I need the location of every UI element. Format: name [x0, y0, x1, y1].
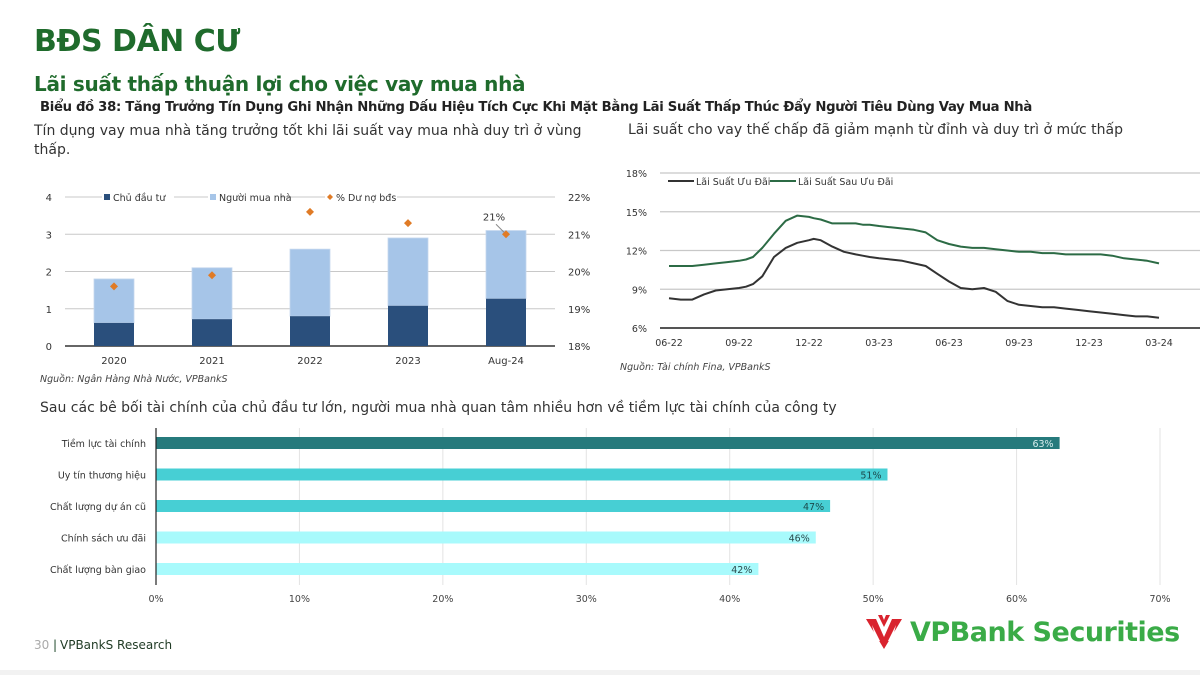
legend-swatch: [104, 194, 110, 200]
legend-label: Lãi Suất Ưu Đãi: [696, 177, 770, 188]
y-tick-label: 4: [46, 193, 52, 204]
point-du-no-bds: [306, 207, 314, 216]
y-tick-label: 12%: [626, 247, 647, 258]
x-tick-label: 06-23: [935, 338, 963, 349]
legend-bg: [208, 191, 280, 203]
legend-label: Người mua nhà: [219, 193, 292, 204]
bar: [156, 531, 816, 544]
footer-brand: VPBankS Research: [60, 638, 173, 652]
legend-swatch: [210, 194, 216, 200]
x-tick-label: 03-24: [1145, 338, 1173, 349]
x-tick-label: 03-23: [865, 338, 893, 349]
bar-nguoi-mua-nha: [387, 237, 429, 307]
y-tick-label: 15%: [626, 208, 647, 219]
right-chart-source: Nguồn: Tài chính Fina, VPBankS: [620, 362, 771, 373]
bar: [156, 500, 831, 512]
category-label: Chất lượng dự án cũ: [50, 502, 146, 513]
bar-chu-dau-tu: [388, 305, 428, 346]
y-right-tick-label: 21%: [568, 230, 590, 241]
legend-label: Lãi Suất Sau Ưu Đãi: [798, 177, 893, 188]
bottom-chart-description: Sau các bê bối tài chính của chủ đầu tư …: [40, 400, 837, 416]
x-tick-label: 2023: [395, 356, 420, 367]
point-du-no-bds: [208, 271, 216, 280]
category-label: Uy tín thương hiệu: [58, 471, 146, 482]
legend-swatch: [327, 194, 333, 200]
x-tick-label: Aug-24: [488, 356, 524, 367]
y-tick-label: 3: [46, 230, 52, 241]
y-right-tick-label: 20%: [568, 268, 590, 279]
section-title: BĐS DÂN CƯ: [34, 24, 240, 59]
data-label: 42%: [731, 565, 752, 576]
vpbank-securities-logo: VPBank Securities: [864, 615, 1180, 649]
legend-bg: [102, 191, 174, 203]
category-label: Chất lượng bàn giao: [50, 565, 146, 576]
x-tick-label: 09-22: [725, 338, 753, 349]
buyer-concerns-bar-chart: 0% 10% 20% 30% 40% 50% 60% 70% 63% Tiềm lực tài c…: [50, 428, 1171, 605]
annotation-label: 21%: [483, 212, 505, 223]
bar-nguoi-mua-nha: [289, 248, 331, 317]
x-tick-label: 0%: [148, 594, 163, 605]
x-tick-label: 50%: [863, 594, 884, 605]
bar-chu-dau-tu: [486, 298, 526, 346]
x-tick-label: 10%: [289, 594, 310, 605]
credit-growth-bar-chart: 0 1 2 3 4 18% 19% 20% 21% 22% 2020 2021 2022 2023 Aug-…: [46, 191, 590, 367]
y-tick-label: 9%: [632, 285, 647, 296]
logo-text: VPBank Securities: [910, 616, 1180, 648]
legend-label: % Dư nợ bđs: [336, 193, 396, 204]
x-tick-label: 12-22: [795, 338, 823, 349]
data-label: 47%: [803, 502, 824, 513]
legend-bg: [325, 191, 397, 203]
page-subtitle: Lãi suất thấp thuận lợi cho việc vay mua…: [34, 72, 526, 96]
annotation-leader: [495, 223, 505, 233]
bar-chu-dau-tu: [290, 316, 330, 346]
lotus-logo-icon: [866, 615, 902, 649]
bar: [156, 437, 1060, 449]
bar-chu-dau-tu: [192, 319, 232, 346]
left-chart-source: Nguồn: Ngân Hàng Nhà Nước, VPBankS: [40, 374, 228, 385]
x-tick-label: 2021: [199, 356, 224, 367]
page-number: 30: [34, 638, 50, 652]
footer-separator: |: [53, 638, 58, 652]
y-tick-label: 2: [46, 268, 52, 279]
y-right-tick-label: 19%: [568, 305, 590, 316]
point-du-no-bds: [110, 282, 118, 291]
line-series-lai-suat-sau-uu-dai: [669, 214, 1160, 267]
right-chart-description: Lãi suất cho vay thế chấp đã giảm mạnh t…: [628, 122, 1123, 138]
x-tick-label: 2020: [101, 356, 126, 367]
data-label: 51%: [860, 471, 881, 482]
y-tick-label: 0: [46, 342, 52, 353]
figure-title: Biểu đồ 38: Tăng Trưởng Tín Dụng Ghi Nhậ…: [40, 100, 1032, 115]
x-tick-label: 60%: [1006, 594, 1027, 605]
mortgage-rate-line-chart: 6% 9% 12% 15% 18% 06-22 09-22 12-22 03-23 06-23 09…: [626, 169, 1200, 349]
x-tick-label: 2022: [297, 356, 322, 367]
y-tick-label: 18%: [626, 169, 647, 180]
data-label: 63%: [1032, 439, 1053, 450]
y-tick-label: 1: [46, 305, 52, 316]
x-tick-label: 09-23: [1005, 338, 1033, 349]
category-label: Chính sách ưu đãi: [61, 534, 146, 545]
bar-chu-dau-tu: [94, 322, 134, 346]
point-du-no-bds: [404, 219, 412, 228]
legend-label: Chủ đầu tư: [113, 193, 166, 204]
x-tick-label: 20%: [432, 594, 453, 605]
x-tick-label: 06-22: [655, 338, 683, 349]
y-tick-label: 6%: [632, 324, 647, 335]
data-label: 46%: [789, 534, 810, 545]
x-tick-label: 70%: [1149, 594, 1170, 605]
x-tick-label: 40%: [719, 594, 740, 605]
x-tick-label: 30%: [576, 594, 597, 605]
line-series-lai-suat-uu-dai: [668, 237, 1160, 319]
category-label: Tiềm lực tài chính: [61, 439, 146, 450]
bottom-strip: [0, 670, 1200, 675]
bar: [156, 563, 759, 575]
left-chart-description: Tín dụng vay mua nhà tăng trưởng tốt khi…: [34, 123, 582, 158]
y-right-tick-label: 18%: [568, 342, 590, 353]
y-right-tick-label: 22%: [568, 193, 590, 204]
bar: [156, 468, 888, 481]
x-tick-label: 12-23: [1075, 338, 1103, 349]
bar-nguoi-mua-nha: [485, 230, 527, 300]
